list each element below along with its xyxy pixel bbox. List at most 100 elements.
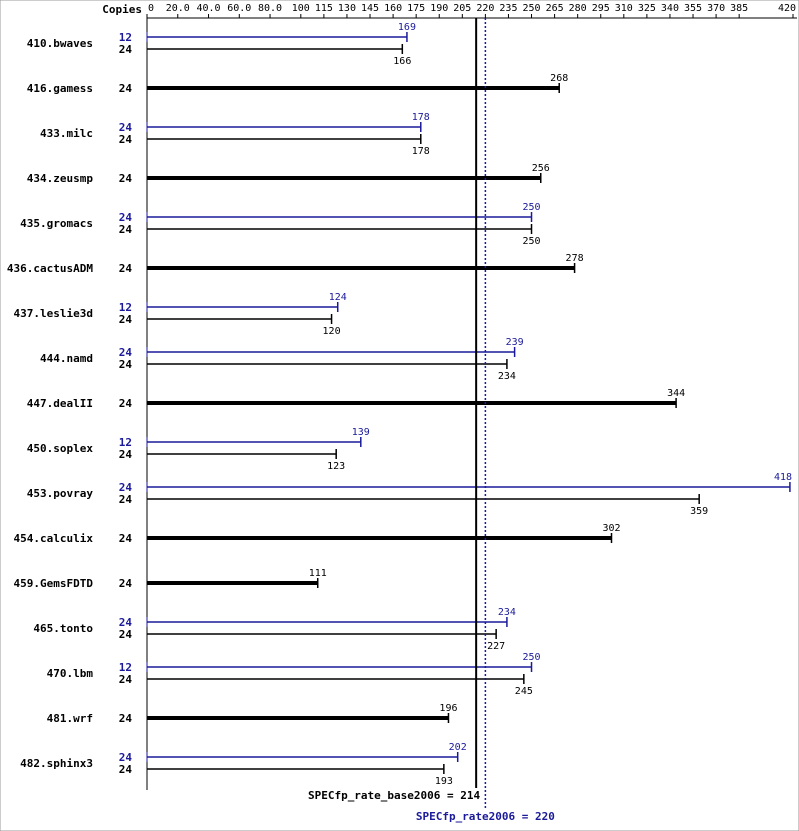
benchmark-label: 444.namd [40, 352, 93, 365]
benchmark-label: 453.povray [27, 487, 94, 500]
x-tick-label: 385 [730, 3, 748, 14]
base-metric-label: SPECfp_rate_base2006 = 214 [308, 789, 481, 802]
value-label: 178 [412, 112, 430, 123]
copies-label: 24 [119, 481, 133, 494]
benchmark-label: 450.soplex [27, 442, 94, 455]
copies-label: 24 [119, 397, 133, 410]
benchmark-label: 459.GemsFDTD [14, 577, 94, 590]
value-label: 178 [412, 146, 430, 157]
copies-label: 24 [119, 673, 133, 686]
copies-label: 24 [119, 358, 133, 371]
copies-label: 24 [119, 616, 133, 629]
benchmark-label: 436.cactusADM [7, 262, 93, 275]
value-label: 302 [602, 523, 620, 534]
copies-label: 24 [119, 448, 133, 461]
value-label: 123 [327, 461, 345, 472]
x-tick-label: 20.0 [166, 3, 190, 14]
x-tick-label: 190 [430, 3, 448, 14]
value-label: 256 [532, 163, 550, 174]
value-label: 250 [522, 202, 540, 213]
value-label: 166 [393, 56, 411, 67]
benchmark-label: 416.gamess [27, 82, 93, 95]
x-tick-label: 40.0 [196, 3, 220, 14]
peak-metric-label: SPECfp_rate2006 = 220 [416, 810, 555, 823]
value-label: 169 [398, 22, 416, 33]
benchmark-label: 437.leslie3d [14, 307, 93, 320]
x-tick-label: 130 [338, 3, 356, 14]
value-label: 234 [498, 607, 516, 618]
value-label: 234 [498, 371, 516, 382]
x-tick-label: 220 [476, 3, 494, 14]
x-tick-label: 370 [707, 3, 725, 14]
copies-label: 24 [119, 313, 133, 326]
x-tick-label: 355 [684, 3, 702, 14]
benchmark-label: 465.tonto [33, 622, 93, 635]
x-tick-label: 145 [361, 3, 379, 14]
value-label: 245 [515, 686, 533, 697]
value-label: 418 [774, 472, 792, 483]
benchmark-label: 410.bwaves [27, 37, 93, 50]
x-tick-label: 280 [569, 3, 587, 14]
value-label: 120 [323, 326, 341, 337]
x-tick-label: 250 [522, 3, 540, 14]
value-label: 344 [667, 388, 685, 399]
copies-label: 24 [119, 43, 133, 56]
copies-label: 12 [119, 31, 132, 44]
value-label: 359 [690, 506, 708, 517]
value-label: 196 [439, 703, 457, 714]
copies-label: 24 [119, 172, 133, 185]
copies-label: 24 [119, 121, 133, 134]
copies-label: 24 [119, 493, 133, 506]
value-label: 202 [449, 742, 467, 753]
benchmark-label: 435.gromacs [20, 217, 93, 230]
value-label: 124 [329, 292, 347, 303]
copies-label: 12 [119, 661, 132, 674]
copies-label: 24 [119, 211, 133, 224]
copies-label: 24 [119, 628, 133, 641]
x-tick-label: 100 [292, 3, 310, 14]
value-label: 227 [487, 641, 505, 652]
value-label: 250 [522, 236, 540, 247]
copies-label: 24 [119, 262, 133, 275]
x-tick-label: 340 [661, 3, 679, 14]
value-label: 193 [435, 776, 453, 787]
benchmark-label: 454.calculix [14, 532, 94, 545]
value-label: 268 [550, 73, 568, 84]
benchmark-label: 433.milc [40, 127, 93, 140]
benchmark-label: 470.lbm [47, 667, 94, 680]
x-tick-label: 80.0 [258, 3, 282, 14]
copies-label: 24 [119, 532, 133, 545]
x-tick-label: 175 [407, 3, 425, 14]
copies-label: 24 [119, 133, 133, 146]
x-tick-label: 160 [384, 3, 402, 14]
x-tick-label: 310 [615, 3, 633, 14]
value-label: 111 [309, 568, 327, 579]
copies-label: 24 [119, 763, 133, 776]
x-tick-label: 205 [453, 3, 471, 14]
x-tick-label: 235 [499, 3, 517, 14]
copies-header: Copies [102, 3, 142, 16]
copies-label: 24 [119, 577, 133, 590]
value-label: 239 [506, 337, 524, 348]
copies-label: 24 [119, 223, 133, 236]
value-label: 250 [522, 652, 540, 663]
benchmark-label: 447.dealII [27, 397, 93, 410]
benchmark-label: 482.sphinx3 [20, 757, 93, 770]
copies-label: 24 [119, 712, 133, 725]
copies-label: 12 [119, 436, 132, 449]
x-tick-label: 115 [315, 3, 333, 14]
benchmark-label: 434.zeusmp [27, 172, 94, 185]
x-tick-label: 325 [638, 3, 656, 14]
x-tick-label: 0 [148, 3, 154, 14]
x-tick-label: 295 [592, 3, 610, 14]
copies-label: 12 [119, 301, 132, 314]
copies-label: 24 [119, 751, 133, 764]
x-tick-label: 60.0 [227, 3, 251, 14]
benchmark-label: 481.wrf [47, 712, 93, 725]
value-label: 139 [352, 427, 370, 438]
copies-label: 24 [119, 346, 133, 359]
copies-label: 24 [119, 82, 133, 95]
x-tick-label: 265 [546, 3, 564, 14]
value-label: 278 [566, 253, 584, 264]
